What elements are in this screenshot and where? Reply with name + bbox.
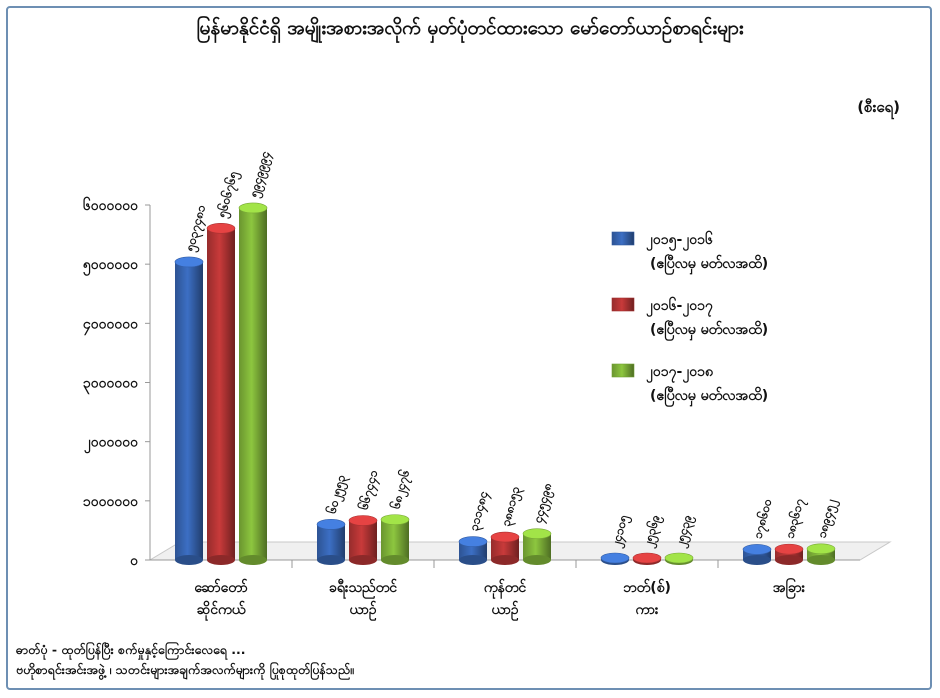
legend-sublabel: (ဧပြီလမှ မတ်လအထိ) — [650, 387, 768, 407]
x-tick-label: ခရီးသည်တင် — [329, 579, 397, 599]
bar-base — [807, 555, 835, 565]
data-label: ၃၁၁၄၈၄ — [466, 489, 494, 533]
legend-sublabel: (ဧပြီလမှ မတ်လအထိ) — [650, 255, 768, 275]
bar-base — [239, 555, 267, 565]
x-tick-label: ကား — [635, 602, 658, 618]
data-label: ၄၄၅၄၉၈ — [530, 481, 558, 526]
bar-top — [742, 544, 772, 555]
legend-swatch — [611, 363, 635, 378]
chart-frame — [6, 6, 932, 690]
legend-label: ၂၀၁၅-၂၀၁၆ — [646, 231, 714, 251]
bar — [175, 261, 203, 560]
bar-base — [743, 555, 771, 565]
y-tick-label: ၃၀၀၀၀၀၀ — [83, 376, 139, 395]
x-tick-label: ဆိုင်ကယ် — [197, 601, 247, 621]
data-label: ၆၆၇၄၄၁ — [354, 468, 384, 514]
legend-swatch — [611, 297, 635, 312]
bar-base — [491, 555, 519, 565]
x-tick-label: ယာဉ် — [491, 601, 519, 621]
bar-top — [490, 531, 520, 543]
y-tick-label: ၅၀၀၀၀၀၀ — [83, 257, 139, 276]
bar-top — [348, 515, 378, 526]
legend-label: ၂၀၁၇-၂၀၁၈ — [646, 364, 714, 383]
bar-top — [774, 543, 804, 555]
bar-base — [775, 555, 803, 565]
data-label: ၅၉၄၉၉၉၄ — [246, 149, 276, 200]
bar-base — [349, 555, 377, 565]
bar — [807, 548, 835, 560]
bar-base — [317, 555, 345, 565]
x-tick-label: ကုန်တင် — [484, 579, 527, 599]
bar — [207, 228, 235, 560]
bar-top — [632, 552, 662, 564]
x-tick-label: အခြား — [773, 578, 806, 599]
y-tick-label: ၁၀၀၀၀၀၀ — [83, 494, 139, 510]
footnote-line-2: ဗဟိုစာရင်းအင်းအဖွဲ့ ၊ သတင်းများအချက်အလက်… — [16, 662, 354, 677]
bar-top — [806, 543, 836, 555]
bar-top — [522, 528, 552, 539]
chart-title: မြန်မာနိုင်ငံရှိ အမျိုးအစားအလိုက် မှတ်ပု… — [196, 17, 744, 39]
legend-sublabel: (ဧပြီလမှ မတ်လအထိ) — [650, 321, 768, 341]
bar-top — [380, 514, 410, 525]
bar-base — [523, 555, 551, 565]
data-label: ၆၈၂၄၇၆ — [386, 468, 416, 513]
bar — [491, 537, 519, 560]
data-label: ၆၀၂၅၅၃ — [322, 472, 352, 517]
bar — [239, 207, 267, 561]
bar — [317, 524, 345, 560]
y-tick-label: ၄၀၀၀၀၀၀ — [83, 316, 139, 335]
y-tick-label: ၆၀၀၀၀၀၀ — [83, 197, 139, 214]
x-tick-label: ဘတ်(စ်) — [623, 579, 671, 596]
bar-top — [174, 256, 204, 268]
bar-top — [458, 536, 488, 547]
footnote: ဓာတ်ပုံ - ထုတ်ပြန်ပြီး စက်မှုနှင့်ကြောင်… — [16, 640, 354, 680]
bar — [349, 520, 377, 560]
bar-base — [207, 555, 235, 565]
bar-base — [459, 555, 487, 565]
y-tick-label: ၀ — [130, 553, 139, 569]
data-label: ၁၈၉၄၅၂ — [814, 497, 842, 540]
x-tick-label: ဆော်တော် — [194, 579, 248, 596]
bar-base — [175, 555, 203, 565]
footnote-line-1: ဓာတ်ပုံ - ထုတ်ပြန်ပြီး စက်မှုနှင့်ကြောင်… — [16, 642, 246, 657]
data-label: ၃၈၈၁၅၃ — [498, 485, 526, 529]
bar-top — [206, 222, 236, 234]
y-tick-label: ၂၀၀၀၀၀၀ — [84, 435, 139, 454]
data-label: ၁၇၈၆၀၀ — [748, 497, 778, 542]
bar-top — [600, 552, 630, 564]
bar — [381, 519, 409, 560]
x-tick-label: ယာဉ် — [349, 601, 377, 621]
legend-swatch — [611, 231, 635, 246]
legend-label: ၂၀၁၆-၂၀၁၇ — [646, 297, 714, 317]
bar-base — [381, 555, 409, 565]
bar-top — [316, 519, 346, 530]
bar-top — [664, 552, 694, 564]
bar-top — [238, 202, 268, 214]
unit-label: (စီးရေ) — [857, 98, 900, 116]
data-label: ၁၈၃၆၁၇ — [780, 496, 810, 541]
bar — [775, 549, 803, 560]
